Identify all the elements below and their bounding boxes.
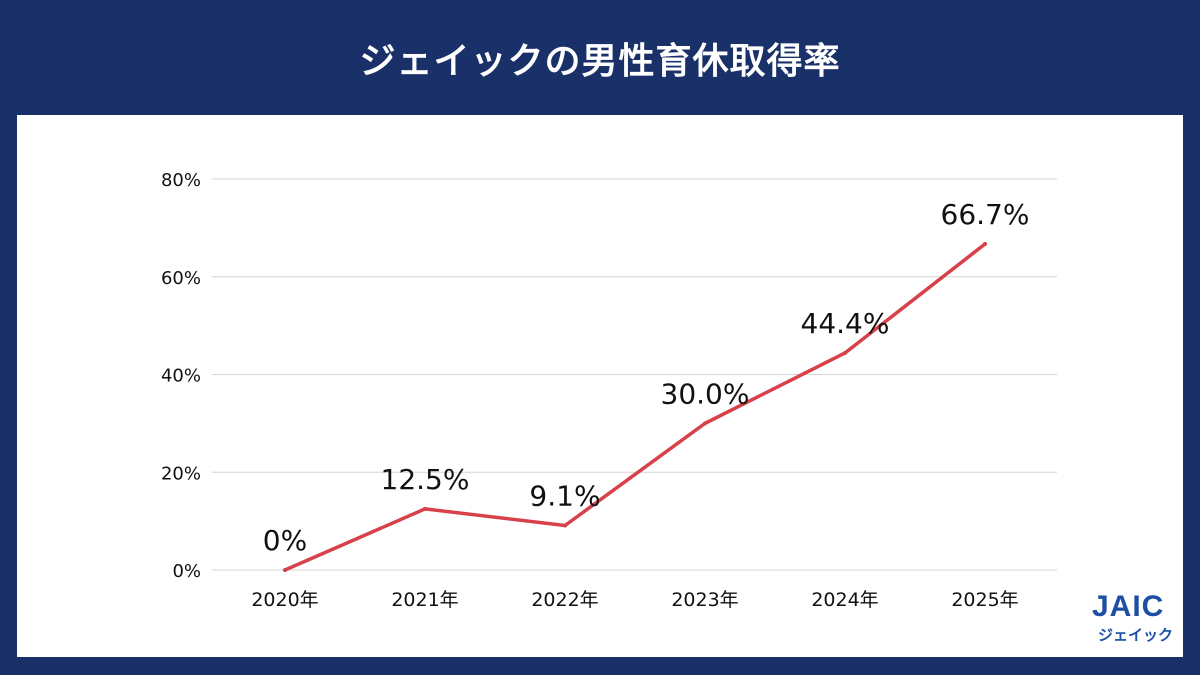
company-logo: JAIC ジェイック [1088,590,1178,650]
data-point [423,506,427,511]
x-tick-label: 2020年 [251,589,318,611]
y-tick-label: 20% [161,463,201,484]
x-tick-label: 2023年 [671,589,738,611]
data-point [983,242,987,247]
data-point [843,350,847,355]
data-label: 66.7% [941,198,1030,231]
logo-subtitle: ジェイック [1098,626,1174,644]
data-point [283,568,287,572]
chart-title: ジェイックの男性育休取得率 [359,41,841,82]
y-tick-label: 60% [161,268,201,289]
x-tick-label: 2024年 [811,589,878,611]
data-label: 9.1% [529,480,600,513]
x-tick-label: 2025年 [951,589,1018,611]
data-label: 0% [263,524,307,557]
x-tick-label: 2022年 [531,589,598,611]
data-point [703,421,707,426]
y-tick-label: 40% [161,366,201,387]
logo-mark: JAIC [1092,590,1165,623]
data-label: 12.5% [381,463,470,496]
line-chart: 0% 20% 40% 60% 80% 2020年 2021年 2022年 2023年 2024年 2… [161,170,1057,611]
chart-panel: 0% 20% 40% 60% 80% 2020年 2021年 2022年 2023年 2024年 2… [17,115,1183,657]
y-tick-label: 80% [161,170,201,191]
series-line [283,242,987,572]
x-tick-label: 2021年 [391,589,458,611]
y-tick-label: 0% [172,561,201,582]
data-point [563,523,567,528]
data-label: 30.0% [661,377,750,410]
data-label: 44.4% [801,307,890,340]
